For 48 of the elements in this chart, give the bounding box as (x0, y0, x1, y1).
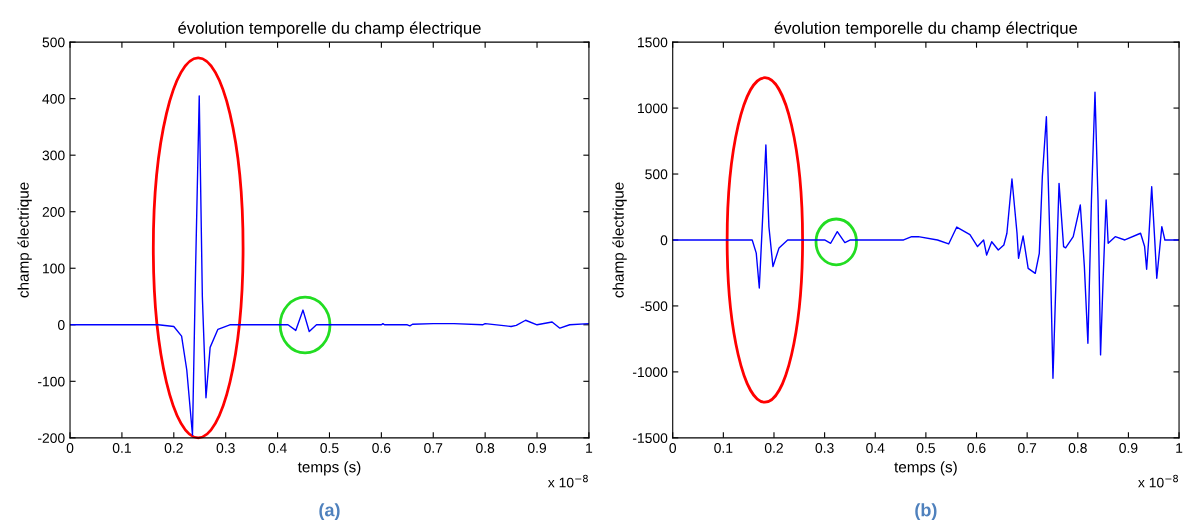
x-tick-label: 0.4 (268, 443, 287, 453)
y-axis-title: champ électrique (17, 182, 32, 298)
x-tick-label: 0.4 (866, 443, 885, 453)
y-tick-label: 1500 (638, 37, 668, 48)
x-tick-label: 0.6 (372, 443, 391, 453)
x-tick-label: 0 (66, 443, 74, 453)
y-tick-label: 500 (42, 37, 65, 48)
x-axis-title: temps (s) (894, 461, 957, 476)
x-tick-label: 0.5 (916, 443, 935, 453)
x-tick-label: 0.1 (112, 443, 131, 453)
chart-title: évolution temporelle du champ électrique (774, 21, 1078, 38)
text: (a) (319, 503, 340, 520)
x-tick-label: 0.2 (764, 443, 783, 453)
line-series (672, 91, 1180, 379)
x-tick-label: 0.7 (424, 443, 443, 453)
y-tick-label: 400 (42, 93, 65, 104)
y-tick-label: 500 (645, 169, 668, 180)
x-tick-label: 0.3 (216, 443, 235, 453)
x-tick-label: 0.8 (476, 443, 495, 453)
x-tick-label: 0 (669, 443, 677, 453)
y-tick-label: 100 (43, 263, 65, 274)
x-tick-label: 0.2 (164, 443, 183, 453)
y-tick-label: -1500 (632, 433, 668, 444)
x-tick-label: 0.8 (1068, 443, 1087, 453)
text: x 10$^{−8}$ (1138, 474, 1178, 488)
y-tick-label: -500 (640, 301, 668, 312)
y-tick-label: -200 (37, 433, 65, 444)
x-tick-label: 1 (1176, 443, 1183, 453)
x-tick-label: 0.1 (714, 443, 733, 453)
text: x 10$^{−8}$ (547, 474, 588, 488)
text: (b) (915, 503, 937, 520)
y-tick-label: 0 (57, 320, 65, 330)
y-tick-label: 300 (42, 150, 65, 161)
y-tick-label: 0 (660, 235, 668, 246)
x-tick-label: 0.9 (527, 443, 547, 453)
y-tick-label: 1000 (638, 103, 668, 114)
x-tick-label: 0.9 (1119, 443, 1138, 453)
y-tick-label: -1000 (632, 367, 668, 378)
x-tick-label: 0.7 (1018, 443, 1037, 453)
chart-title: évolution temporelle du champ électrique (178, 21, 481, 38)
x-axis-title: temps (s) (297, 461, 361, 476)
y-tick-label: -100 (37, 376, 65, 387)
x-tick-label: 0.6 (967, 443, 986, 453)
y-tick-label: 200 (42, 207, 65, 217)
y-axis-title: champ électrique (612, 182, 627, 298)
x-tick-label: 1 (586, 443, 593, 453)
x-tick-label: 0.5 (320, 443, 339, 453)
x-tick-label: 0.3 (815, 443, 834, 453)
